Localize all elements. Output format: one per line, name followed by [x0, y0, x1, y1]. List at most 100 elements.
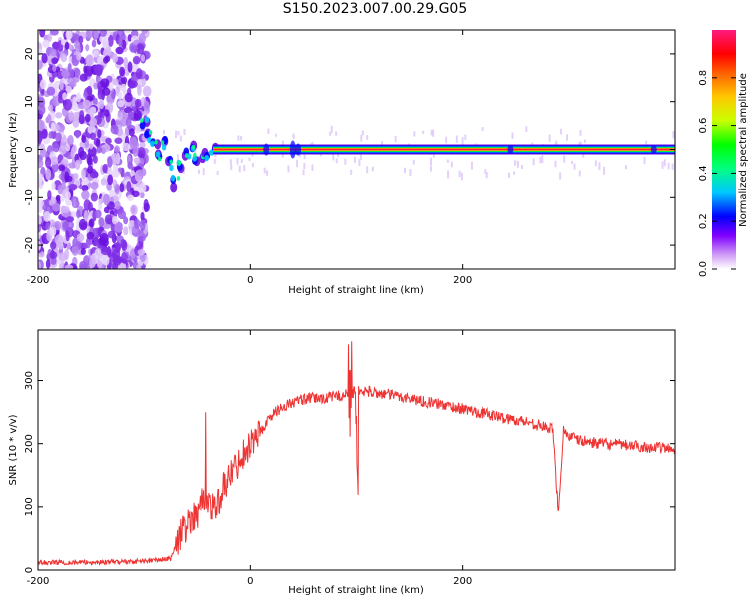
faint-speckle	[470, 161, 473, 170]
noise-speckle	[60, 205, 70, 214]
faint-speckle	[329, 131, 332, 136]
faint-speckle	[229, 159, 232, 166]
noise-speckle	[49, 30, 59, 36]
noise-speckle	[45, 259, 51, 269]
noise-speckle	[64, 191, 71, 200]
faint-speckle	[275, 133, 278, 137]
noise-speckle	[55, 66, 61, 73]
noise-speckle	[111, 91, 116, 100]
noise-speckle	[89, 256, 96, 269]
noise-speckle	[111, 169, 120, 178]
noise-speckle	[107, 156, 113, 168]
noise-speckle	[38, 214, 42, 226]
x-tick-label: 200	[453, 576, 472, 587]
faint-speckle	[337, 152, 340, 157]
noise-speckle	[39, 79, 47, 90]
noise-speckle	[120, 239, 127, 249]
faint-speckle	[579, 141, 582, 146]
faint-speckle	[265, 170, 268, 176]
noise-speckle	[67, 63, 72, 73]
noise-speckle	[86, 231, 95, 240]
noise-speckle	[98, 85, 103, 95]
colorbar-tick-label: 0.2	[698, 213, 709, 229]
noise-speckle	[143, 153, 149, 164]
noise-speckle	[49, 156, 59, 165]
noise-speckle	[68, 110, 75, 122]
faint-speckle	[175, 130, 178, 139]
noise-speckle	[58, 252, 67, 262]
noise-speckle	[45, 168, 52, 181]
transition-blob	[154, 139, 158, 145]
faint-speckle	[213, 158, 216, 165]
noise-speckle	[114, 145, 120, 154]
colorbar-ticks: 0.0 0.2 0.4 0.6 0.8	[698, 70, 736, 277]
noise-speckle	[69, 81, 77, 88]
noise-speckle	[48, 219, 56, 227]
figure-title: S150.2023.007.00.29.G05	[282, 1, 468, 17]
noise-speckle	[136, 147, 146, 159]
noise-speckle	[81, 180, 88, 187]
noise-speckle	[38, 224, 42, 233]
noise-speckle	[128, 128, 135, 137]
noise-speckle	[53, 220, 62, 231]
noise-speckle	[99, 35, 107, 44]
snr-panel: -200 0 200 0 100 200 300 Height of straight li…	[8, 329, 676, 596]
noise-speckle	[114, 137, 123, 145]
noise-speckle	[80, 247, 86, 256]
noise-speckle	[132, 55, 141, 65]
noise-speckle	[119, 66, 125, 77]
noise-speckle	[92, 155, 98, 164]
noise-speckle	[133, 218, 141, 229]
y-tick-label: -20	[24, 237, 35, 253]
faint-speckle	[460, 172, 463, 181]
faint-speckle	[358, 159, 361, 166]
noise-speckle	[78, 218, 88, 231]
transition-blob	[209, 149, 214, 156]
noise-speckle	[117, 110, 124, 121]
faint-speckle	[281, 140, 284, 146]
y-tick-label: 20	[24, 48, 35, 61]
noise-speckle	[38, 158, 44, 169]
noise-speckle	[84, 114, 91, 123]
noise-speckle	[45, 156, 52, 169]
noise-speckle	[39, 30, 46, 38]
noise-speckle	[87, 201, 93, 212]
y-tick-label: 200	[24, 434, 35, 453]
faint-speckle	[624, 165, 627, 170]
transition-blob	[183, 147, 190, 156]
transition-blob	[148, 130, 153, 135]
noise-speckle	[135, 43, 145, 55]
faint-speckle	[525, 126, 528, 132]
noise-speckle	[49, 251, 58, 260]
faint-speckle	[183, 129, 186, 136]
noise-speckle	[38, 241, 42, 251]
faint-speckle	[566, 134, 569, 141]
noise-speckle	[129, 170, 136, 177]
noise-speckle	[92, 97, 98, 105]
faint-speckle	[661, 161, 664, 169]
noise-speckle	[141, 30, 149, 35]
noise-speckle	[89, 218, 95, 228]
noise-speckle	[64, 264, 74, 269]
y-tick-label: -10	[24, 189, 35, 205]
noise-speckle	[47, 190, 52, 200]
faint-speckle	[430, 157, 433, 166]
faint-speckle	[583, 139, 586, 143]
noise-speckle	[122, 142, 131, 152]
noise-speckle	[79, 150, 87, 161]
transition-blob	[161, 144, 167, 151]
faint-speckle	[464, 134, 467, 140]
noise-speckle	[127, 61, 133, 73]
noise-speckle	[90, 192, 99, 202]
carrier-bump	[295, 143, 302, 156]
noise-speckle	[105, 137, 112, 145]
faint-speckle	[559, 128, 562, 135]
noise-speckle	[129, 136, 138, 149]
noise-speckle	[51, 57, 59, 65]
faint-speckle	[240, 159, 243, 163]
noise-speckle	[45, 222, 51, 230]
noise-speckle	[126, 181, 132, 193]
faint-speckle	[202, 167, 205, 176]
noise-speckle	[82, 99, 91, 109]
noise-speckle	[38, 104, 46, 115]
